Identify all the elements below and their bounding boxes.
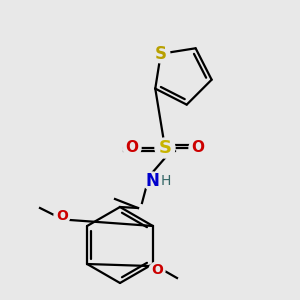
Text: O: O bbox=[56, 209, 68, 223]
Text: N: N bbox=[145, 172, 159, 190]
Circle shape bbox=[123, 139, 141, 157]
Text: S: S bbox=[158, 139, 172, 157]
Text: H: H bbox=[161, 174, 171, 188]
Circle shape bbox=[155, 138, 175, 158]
Circle shape bbox=[54, 208, 70, 224]
Text: S: S bbox=[155, 45, 167, 63]
Circle shape bbox=[189, 139, 207, 157]
Text: O: O bbox=[151, 263, 163, 277]
Circle shape bbox=[152, 45, 170, 63]
Circle shape bbox=[143, 172, 161, 190]
Circle shape bbox=[149, 262, 165, 278]
Text: O: O bbox=[191, 140, 205, 155]
Text: O: O bbox=[125, 140, 139, 155]
